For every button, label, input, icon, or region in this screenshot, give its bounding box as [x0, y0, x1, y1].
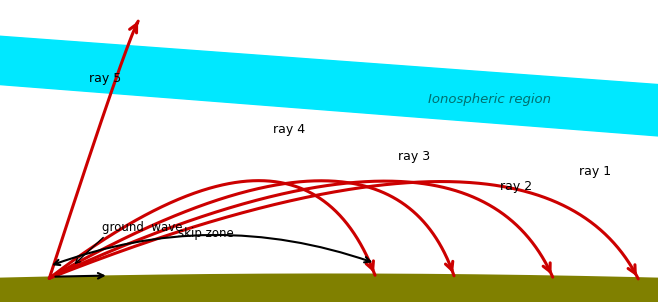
Text: Ionospheric region: Ionospheric region — [428, 93, 551, 106]
Text: ray 4: ray 4 — [273, 123, 305, 136]
Text: ray 5: ray 5 — [89, 72, 121, 85]
Text: skip zone: skip zone — [178, 227, 234, 240]
Text: ray 2: ray 2 — [500, 180, 532, 193]
Text: ray 1: ray 1 — [579, 165, 611, 178]
Text: ground  wave: ground wave — [102, 221, 182, 234]
Text: ray 3: ray 3 — [398, 150, 430, 163]
